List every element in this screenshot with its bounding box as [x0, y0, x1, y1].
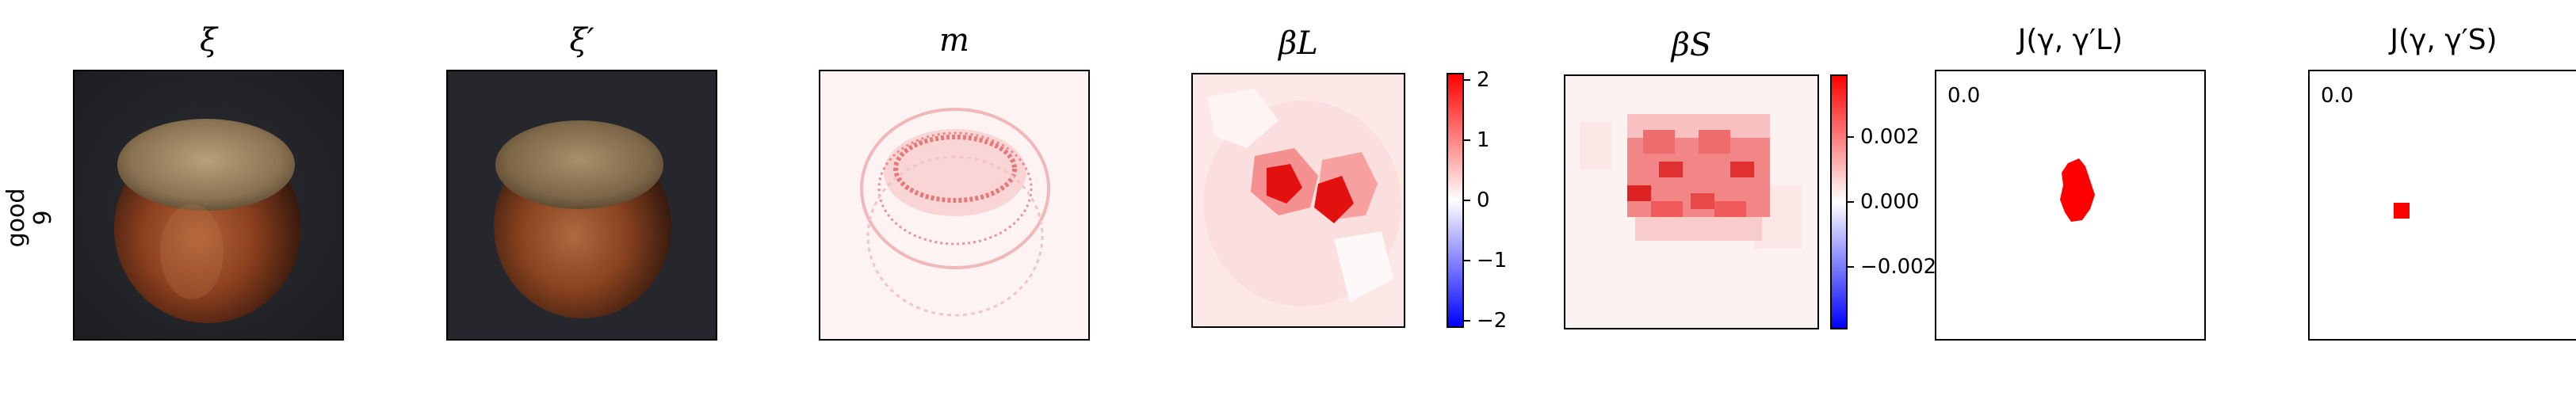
row-label-line2: 9 — [29, 210, 57, 226]
beta-L-tick-neg1: −1 — [1477, 249, 1508, 272]
panel-J-L-frame — [1935, 70, 2206, 341]
panel-beta-S-title: βS — [1671, 27, 1712, 63]
beta-S-tick-pos: 0.002 — [1860, 125, 1920, 149]
beta-L-tick-0: 0 — [1477, 188, 1490, 212]
beta-S-map — [1564, 74, 1819, 329]
panel-beta-L-title: βL — [1278, 25, 1318, 62]
panel-J-L: J(γ, γ′L) 0.0 — [1935, 24, 2206, 341]
beta-L-tick-2: 2 — [1477, 68, 1490, 92]
beta-L-tick-1: 1 — [1477, 128, 1490, 152]
J-L-mask — [1935, 70, 2206, 341]
panel-m-title: m — [939, 22, 969, 59]
panel-J-L-title: J(γ, γ′L) — [2017, 24, 2123, 56]
panel-xi-prime: ξ′ — [446, 22, 717, 341]
panel-beta-S-frame — [1564, 74, 1819, 329]
row-label: good 9 — [2, 170, 57, 265]
J-L-value: 0.0 — [1947, 84, 1981, 108]
J-S-value: 0.0 — [2321, 84, 2354, 108]
row-label-line1: good — [2, 188, 30, 248]
beta-S-colorbar: 0.002 0.000 −0.002 — [1819, 74, 1936, 329]
beta-L-map — [1191, 73, 1405, 328]
panel-beta-L-frame — [1191, 73, 1405, 328]
beta-L-tick-neg2: −2 — [1477, 309, 1508, 333]
beta-L-colorbar: 2 1 0 −1 −2 — [1447, 68, 1507, 333]
panel-J-S-title: J(γ, γ′S) — [2390, 24, 2498, 56]
beta-S-tick-zero: 0.000 — [1860, 190, 1920, 214]
panel-xi: ξ — [73, 22, 344, 341]
panel-m-frame — [819, 70, 1090, 341]
hazelnut-image — [73, 70, 344, 341]
panel-beta-S: βS 0.002 0.000 −0.002 — [1564, 27, 1936, 329]
panel-xi-prime-title: ξ′ — [569, 22, 594, 59]
panel-xi-title: ξ — [199, 22, 218, 59]
panel-beta-L: βL 2 1 0 −1 −2 — [1191, 25, 1507, 333]
hazelnut-reconstruction-image — [446, 70, 717, 341]
difference-map — [819, 70, 1090, 341]
panel-m: m — [819, 22, 1090, 341]
panel-J-S-frame — [2308, 70, 2576, 341]
panel-xi-frame — [73, 70, 344, 341]
panel-xi-prime-frame — [446, 70, 717, 341]
J-S-mask — [2308, 70, 2576, 341]
panel-J-S: J(γ, γ′S) 0.0 — [2308, 24, 2576, 341]
beta-S-tick-neg: −0.002 — [1860, 255, 1937, 279]
